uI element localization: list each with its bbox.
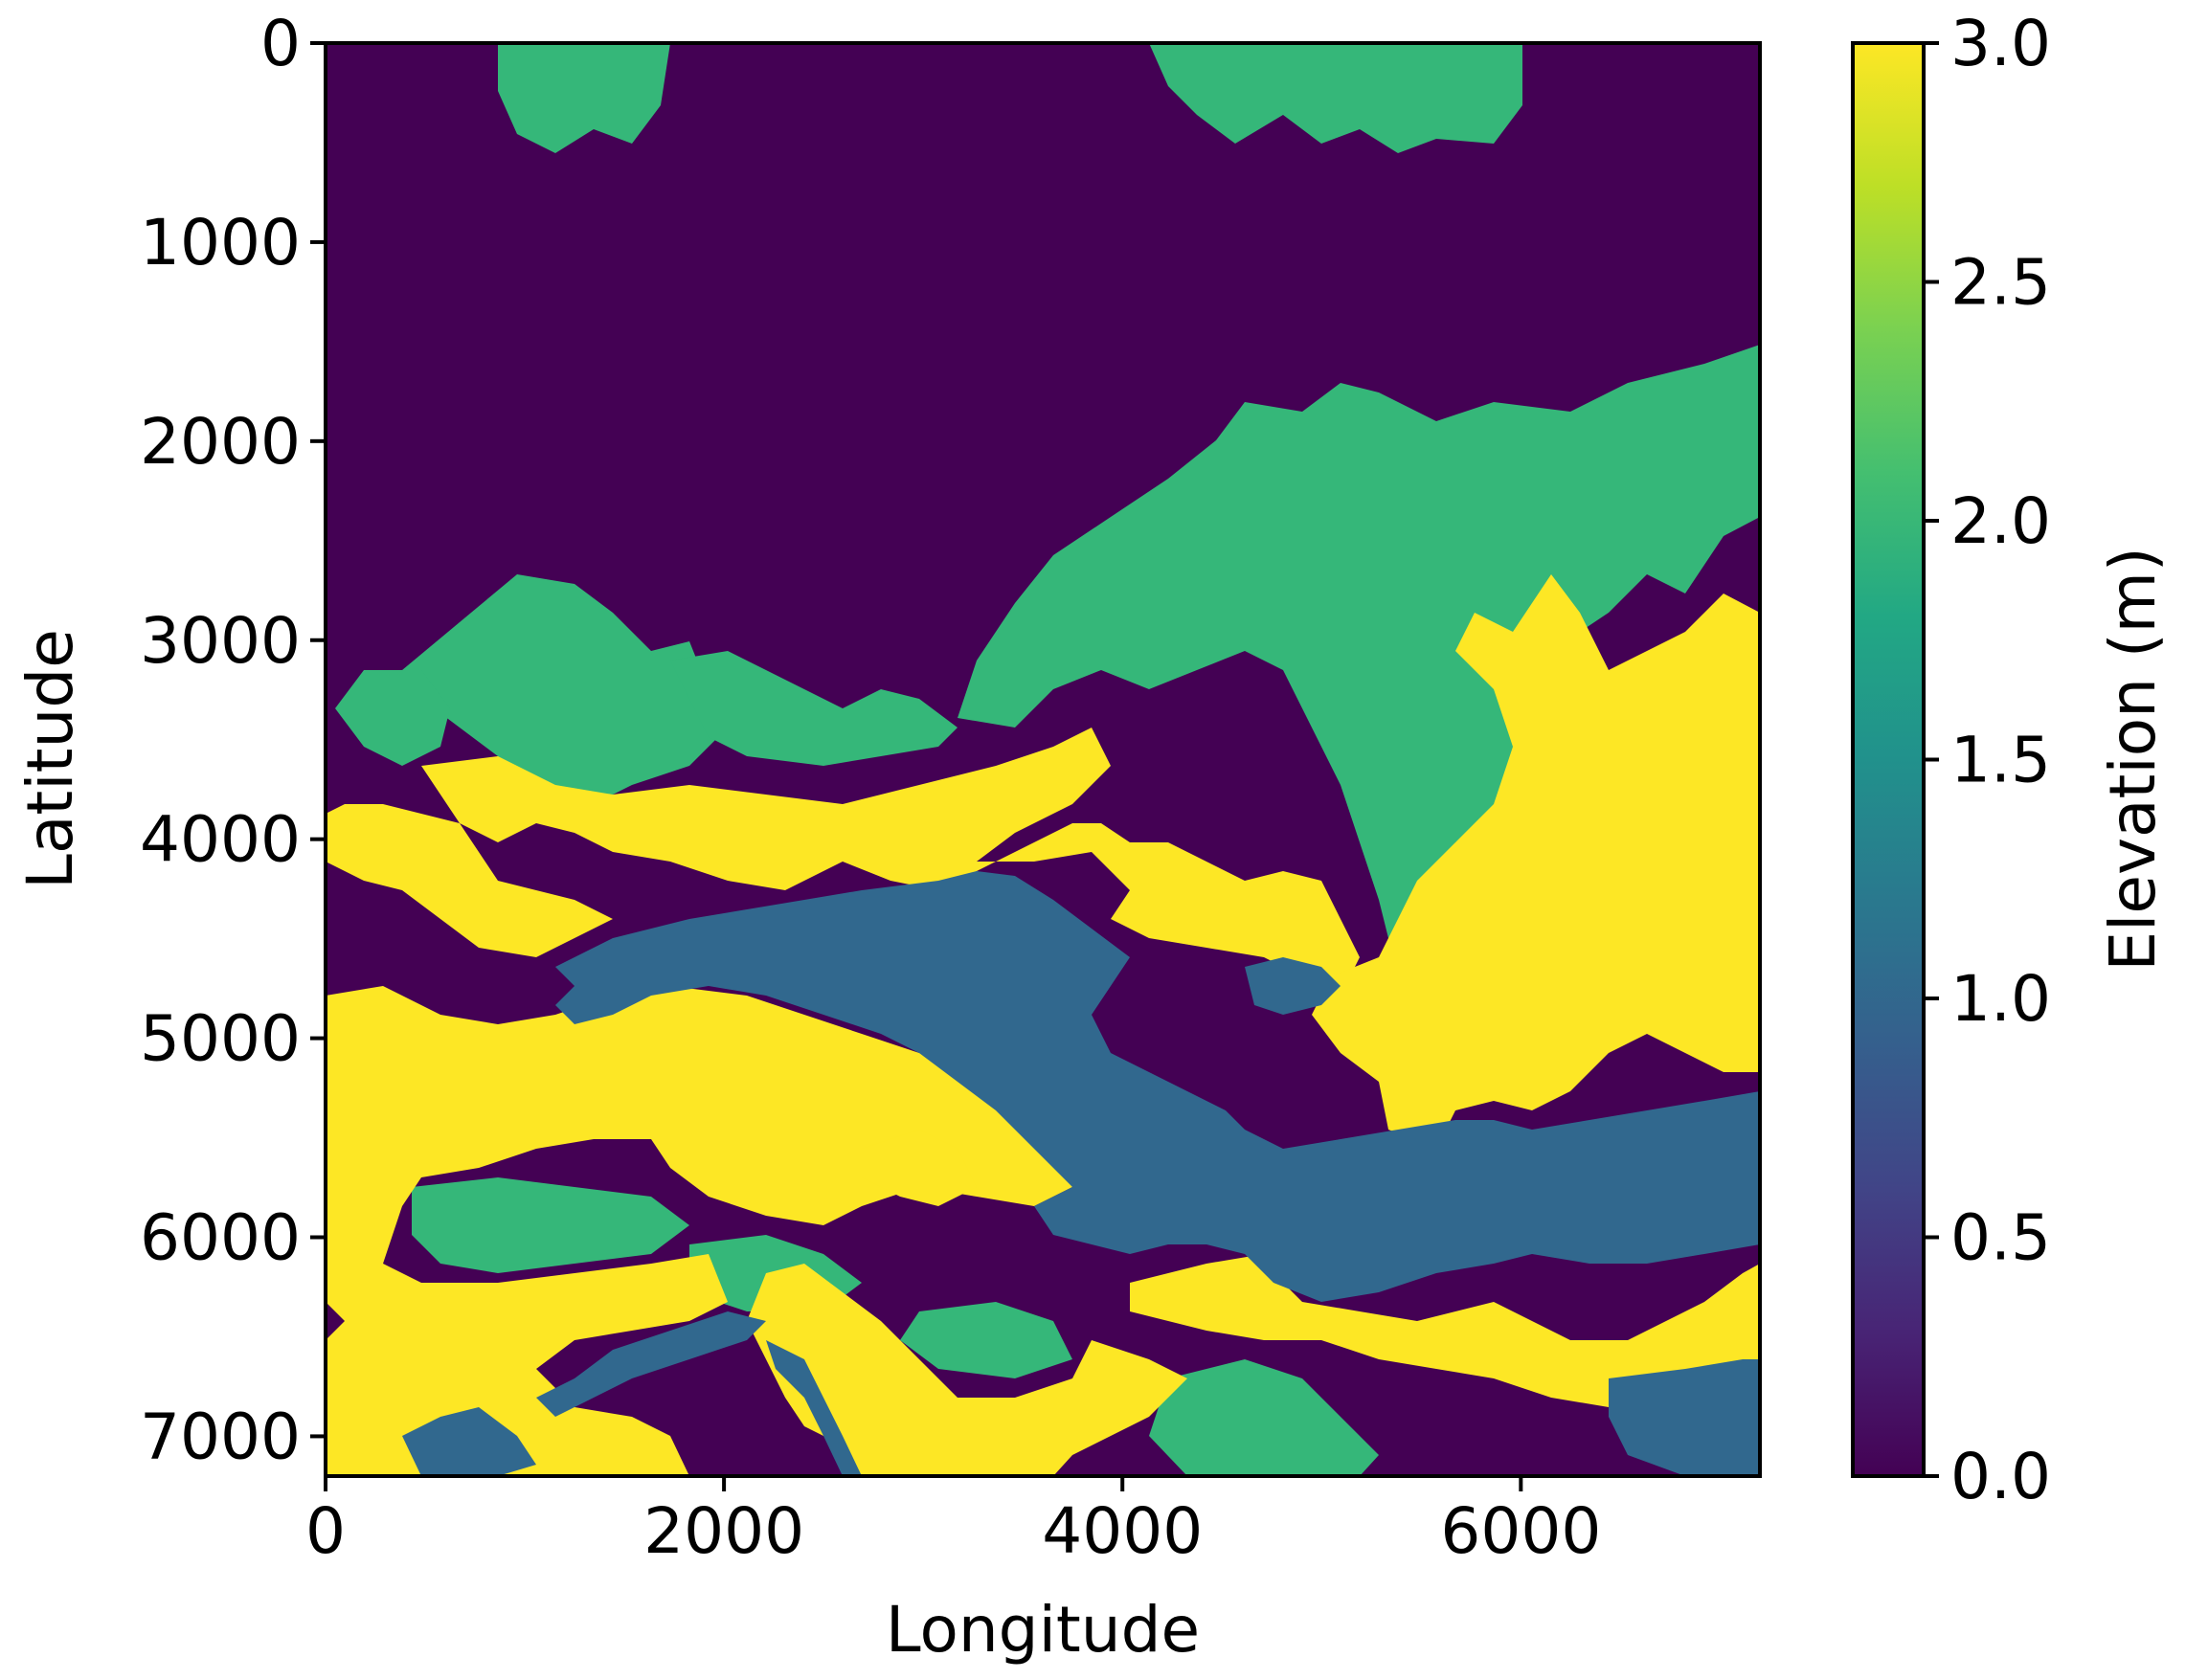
- y-tick-label: 5000: [140, 1002, 301, 1076]
- colorbar-title: Elevation (m): [2096, 547, 2170, 971]
- x-tick-label: 4000: [1042, 1494, 1203, 1568]
- y-tick-label: 0: [260, 7, 301, 80]
- y-axis-title: Latitude: [13, 629, 87, 889]
- x-axis-title: Longitude: [886, 1593, 1200, 1667]
- colorbar-tick-label: 1.0: [1950, 962, 2051, 1036]
- y-axis: 0 1000 2000 3000 4000 5000 6000 7000: [140, 7, 326, 1473]
- y-tick-label: 3000: [140, 604, 301, 678]
- y-tick-label: 4000: [140, 803, 301, 877]
- level-1-regions: [402, 871, 1760, 1476]
- level-3-regions: [326, 574, 1760, 1476]
- heatmap-raster: [326, 43, 1760, 1476]
- x-tick-label: 0: [305, 1494, 346, 1568]
- colorbar-tick-label: 2.0: [1950, 484, 2051, 558]
- y-tick-label: 1000: [140, 206, 301, 280]
- plot-frame: [324, 41, 1762, 1478]
- colorbar-tick-label: 0.0: [1950, 1440, 2051, 1513]
- colorbar-tick-label: 1.5: [1950, 724, 2051, 797]
- colorbar-tick-label: 2.5: [1950, 246, 2051, 320]
- x-tick-label: 2000: [643, 1494, 804, 1568]
- y-tick-label: 7000: [140, 1400, 301, 1473]
- x-tick-label: 6000: [1440, 1494, 1601, 1568]
- colorbar-tick-label: 0.5: [1950, 1201, 2051, 1275]
- x-axis: 0 2000 4000 6000: [305, 1476, 1601, 1568]
- y-tick-label: 2000: [140, 405, 301, 479]
- y-tick-label: 6000: [140, 1201, 301, 1275]
- colorbar-tick-label: 3.0: [1950, 7, 2051, 80]
- colorbar-axis: 0.0 0.5 1.0 1.5 2.0 2.5 3.0: [1924, 7, 2051, 1513]
- colorbar: [1851, 41, 1926, 1478]
